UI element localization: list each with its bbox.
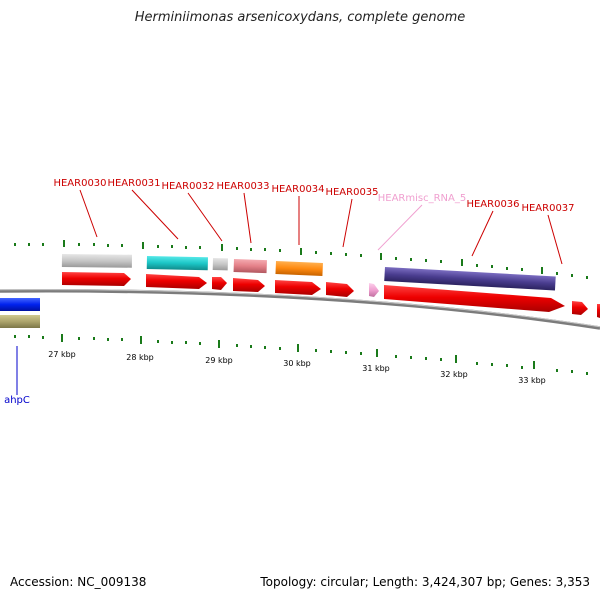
gene-arrow bbox=[597, 304, 600, 318]
gene-arrows bbox=[62, 272, 600, 318]
connector-line bbox=[243, 192, 252, 244]
gene-arrow bbox=[275, 280, 321, 295]
feature-bar-pink bbox=[233, 258, 267, 274]
lower-tick-ruler bbox=[14, 334, 588, 375]
gene-label-hearmisc-rna-5: HEARmisc_RNA_5 bbox=[378, 193, 467, 204]
map-title: Herminiimonas arsenicoxydans, complete g… bbox=[134, 10, 466, 25]
connector-line bbox=[547, 214, 563, 265]
feature-bar-blue bbox=[0, 298, 40, 311]
kbp-label: 32 kbp bbox=[440, 370, 468, 379]
kbp-label: 33 kbp bbox=[518, 376, 546, 385]
gene-arrow bbox=[572, 301, 588, 315]
connector-line bbox=[79, 189, 98, 238]
feature-bar-purple bbox=[384, 267, 556, 291]
feature-bar-cyan bbox=[146, 256, 208, 271]
gene-label-ahpc: ahpC bbox=[4, 395, 30, 406]
misc-rna-arrow bbox=[369, 283, 379, 297]
gene-arrow bbox=[384, 285, 565, 312]
feature-bar-gray bbox=[61, 254, 132, 268]
genome-backbone-highlight bbox=[0, 289, 600, 328]
gene-arrow bbox=[326, 282, 354, 297]
upper-tick-ruler bbox=[14, 240, 588, 279]
feature-bar-gray-small bbox=[212, 258, 228, 271]
kbp-label: 30 kbp bbox=[283, 359, 311, 368]
gene-label-hear0032: HEAR0032 bbox=[161, 181, 214, 192]
kbp-label: 28 kbp bbox=[126, 353, 154, 362]
gene-label-hear0034: HEAR0034 bbox=[271, 184, 324, 195]
gene-label-hear0036: HEAR0036 bbox=[466, 199, 519, 210]
connector-line bbox=[342, 198, 353, 248]
connector-line bbox=[471, 210, 494, 257]
connector-line bbox=[187, 192, 223, 242]
kbp-label: 29 kbp bbox=[205, 356, 233, 365]
gene-label-hear0035: HEAR0035 bbox=[325, 187, 378, 198]
genome-summary-text: Topology: circular; Length: 3,424,307 bp… bbox=[260, 575, 590, 589]
connector-line bbox=[377, 204, 423, 251]
genome-backbone bbox=[0, 289, 600, 330]
gene-label-hear0037: HEAR0037 bbox=[521, 203, 574, 214]
gene-arrow bbox=[233, 278, 265, 292]
gene-label-hear0031: HEAR0031 bbox=[107, 178, 160, 189]
gene-arrow bbox=[212, 277, 227, 290]
kbp-label: 31 kbp bbox=[362, 364, 390, 373]
gene-label-hear0033: HEAR0033 bbox=[216, 181, 269, 192]
connector-line bbox=[131, 189, 179, 240]
kbp-labels: 27 kbp 28 kbp 29 kbp 30 kbp 31 kbp 32 kb… bbox=[48, 350, 546, 385]
accession-text: Accession: NC_009138 bbox=[10, 575, 147, 589]
gene-arrow bbox=[146, 274, 207, 289]
gene-label-hear0030: HEAR0030 bbox=[53, 178, 106, 189]
kbp-label: 27 kbp bbox=[48, 350, 76, 359]
gene-labels: HEAR0030 HEAR0031 HEAR0032 HEAR0033 HEAR… bbox=[4, 178, 574, 406]
feature-bar-orange bbox=[275, 261, 323, 276]
label-connectors bbox=[16, 189, 563, 395]
gene-arrow bbox=[62, 272, 131, 286]
feature-bar-olive bbox=[0, 315, 40, 328]
feature-track bbox=[61, 254, 556, 291]
